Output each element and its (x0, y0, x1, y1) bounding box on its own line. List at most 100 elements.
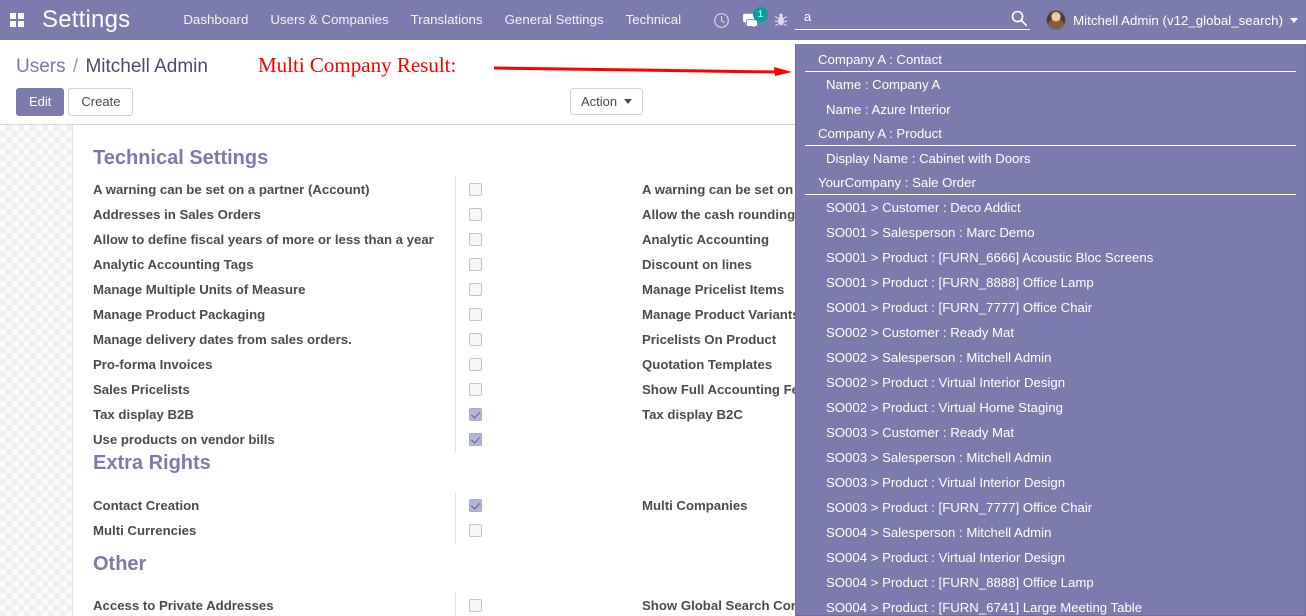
setting-checkbox[interactable] (469, 499, 482, 512)
setting-row: Allow to define fiscal years of more or … (93, 227, 495, 252)
setting-label: Sales Pricelists (93, 382, 190, 397)
search-result-item[interactable]: SO003 > Product : Virtual Interior Desig… (826, 475, 1066, 490)
search-result-item[interactable]: SO002 > Customer : Ready Mat (826, 325, 1015, 340)
checkbox-cell (455, 593, 495, 616)
extra-rights-left-column: Contact Creation Multi Currencies (93, 493, 495, 543)
setting-checkbox[interactable] (469, 283, 482, 296)
setting-label: Manage Product Packaging (93, 307, 266, 322)
setting-label: Access to Private Addresses (93, 598, 274, 613)
action-label: Action (581, 94, 618, 109)
setting-checkbox[interactable] (469, 383, 482, 396)
system-icons: 1 (706, 0, 796, 40)
setting-checkbox[interactable] (469, 433, 482, 446)
search-result-item[interactable]: SO004 > Product : Virtual Interior Desig… (826, 550, 1066, 565)
debug-button[interactable] (766, 0, 796, 40)
chat-icon (742, 13, 758, 29)
search-result-item[interactable]: SO002 > Salesperson : Mitchell Admin (826, 350, 1052, 365)
setting-checkbox[interactable] (469, 233, 482, 246)
search-result-item[interactable]: SO001 > Salesperson : Marc Demo (826, 225, 1035, 240)
setting-row: Tax display B2B (93, 402, 495, 427)
search-result-item[interactable]: SO001 > Product : [FURN_6666] Acoustic B… (826, 250, 1154, 265)
app-title: Settings (42, 6, 131, 33)
search-result-item[interactable]: Display Name : Cabinet with Doors (826, 151, 1031, 166)
setting-checkbox[interactable] (469, 183, 482, 196)
edit-button[interactable]: Edit (16, 88, 65, 116)
setting-row: Pro-forma Invoices (93, 352, 495, 377)
setting-row: A warning can be set on a partner (Accou… (93, 177, 495, 202)
menu-item-users-companies[interactable]: Users & Companies (270, 12, 389, 27)
search-result-item[interactable]: SO003 > Product : [FURN_7777] Office Cha… (826, 500, 1093, 515)
setting-label: A warning can be set on a partner (Accou… (93, 182, 370, 197)
checkbox-cell (455, 302, 495, 327)
breadcrumb: Users / Mitchell Admin (16, 56, 208, 78)
setting-checkbox[interactable] (469, 258, 482, 271)
search-result-item[interactable]: SO002 > Product : Virtual Home Staging (826, 400, 1063, 415)
setting-label: Multi Currencies (93, 523, 197, 538)
setting-row: Manage Multiple Units of Measure (93, 277, 495, 302)
setting-label: Manage Pricelist Items (642, 282, 785, 297)
activity-button[interactable] (706, 0, 736, 40)
messages-button[interactable]: 1 (736, 0, 769, 40)
menu-item-dashboard[interactable]: Dashboard (183, 12, 249, 27)
search-result-item[interactable]: SO003 > Salesperson : Mitchell Admin (826, 450, 1052, 465)
setting-label: Multi Companies (642, 498, 748, 513)
menu-item-general-settings[interactable]: General Settings (504, 12, 604, 27)
search-result-item[interactable]: Name : Company A (826, 77, 941, 92)
checkbox-cell (455, 202, 495, 227)
global-search-results-dropdown[interactable]: Company A : Contact Name : Company A Nam… (795, 44, 1306, 616)
menu-item-technical[interactable]: Technical (625, 12, 682, 27)
checkbox-cell (455, 277, 495, 302)
setting-label: Tax display B2B (93, 407, 194, 422)
chevron-down-icon (1290, 17, 1298, 23)
annotation-text: Multi Company Result: (258, 53, 457, 77)
setting-label: Analytic Accounting (642, 232, 770, 247)
record-buttons: Edit Create (16, 88, 134, 116)
checkbox-cell (455, 518, 495, 543)
search-result-item[interactable]: SO003 > Customer : Ready Mat (826, 425, 1015, 440)
group-title-extra-rights: Extra Rights (93, 452, 211, 474)
setting-label: Addresses in Sales Orders (93, 207, 261, 222)
setting-checkbox[interactable] (469, 308, 482, 321)
setting-checkbox[interactable] (469, 524, 482, 537)
setting-row: Manage Product Packaging (93, 302, 495, 327)
setting-checkbox[interactable] (469, 208, 482, 221)
setting-label: Discount on lines (642, 257, 752, 272)
checkbox-cell (455, 352, 495, 377)
setting-label: Quotation Templates (642, 357, 773, 372)
search-result-item[interactable]: SO004 > Salesperson : Mitchell Admin (826, 525, 1052, 540)
search-icon[interactable] (1010, 9, 1028, 27)
search-result-item[interactable]: SO002 > Product : Virtual Interior Desig… (826, 375, 1066, 390)
action-dropdown-button[interactable]: Action (570, 88, 644, 115)
breadcrumb-root[interactable]: Users (16, 56, 66, 77)
setting-row: Access to Private Addresses (93, 593, 495, 616)
setting-checkbox[interactable] (469, 358, 482, 371)
setting-label: Tax display B2C (642, 407, 743, 422)
technical-settings-left-column: A warning can be set on a partner (Accou… (93, 177, 495, 452)
search-result-item[interactable]: SO001 > Product : [FURN_7777] Office Cha… (826, 300, 1093, 315)
search-result-item[interactable]: Name : Azure Interior (826, 102, 951, 117)
search-result-item[interactable]: SO004 > Product : [FURN_6741] Large Meet… (826, 600, 1143, 615)
setting-checkbox[interactable] (469, 599, 482, 612)
setting-label: Manage Product Variants (642, 307, 800, 322)
checkbox-cell (455, 252, 495, 277)
setting-label: Analytic Accounting Tags (93, 257, 254, 272)
checkbox-cell (455, 227, 495, 252)
search-result-item[interactable]: SO001 > Customer : Deco Addict (826, 200, 1021, 215)
result-group-header: Company A : Product (805, 122, 1296, 146)
clock-icon (713, 12, 729, 28)
setting-checkbox[interactable] (469, 333, 482, 346)
search-result-item[interactable]: SO001 > Product : [FURN_8888] Office Lam… (826, 275, 1094, 290)
setting-label: Show Global Search Conf (642, 598, 804, 613)
search-input[interactable] (795, 6, 1030, 30)
global-search (795, 6, 1030, 34)
search-result-item[interactable]: SO004 > Product : [FURN_8888] Office Lam… (826, 575, 1094, 590)
setting-label: Use products on vendor bills (93, 432, 275, 447)
setting-checkbox[interactable] (469, 408, 482, 421)
menu-item-translations[interactable]: Translations (410, 12, 483, 27)
setting-row: Sales Pricelists (93, 377, 495, 402)
bug-icon (774, 13, 788, 27)
user-menu[interactable]: Mitchell Admin (v12_global_search) (1046, 0, 1298, 40)
create-button[interactable]: Create (68, 88, 134, 116)
apps-menu-button[interactable] (0, 0, 34, 40)
setting-row: Manage delivery dates from sales orders. (93, 327, 495, 352)
